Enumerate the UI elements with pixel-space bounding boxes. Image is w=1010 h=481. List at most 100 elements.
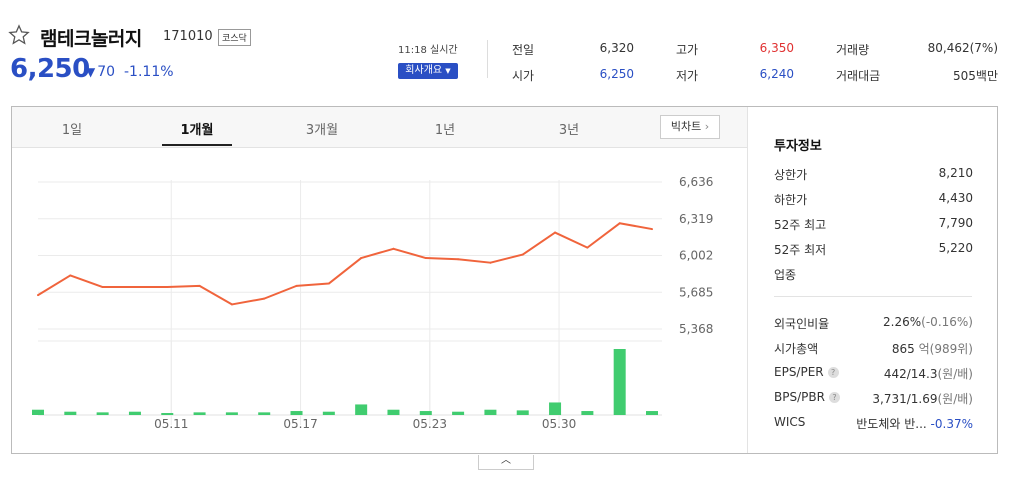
wics-change: -0.37%	[930, 417, 973, 431]
price-point	[198, 284, 201, 287]
amount-value: 505백만	[953, 69, 998, 83]
lower-limit-label: 하한가	[774, 193, 808, 207]
price-point	[586, 246, 589, 249]
x-tick-label: 05.11	[154, 417, 188, 431]
low52-label: 52주 최저	[774, 243, 827, 257]
foreign-ratio-change: (-0.16%)	[921, 315, 973, 329]
market-badge: 코스닥	[218, 29, 251, 46]
price-point	[618, 222, 621, 225]
bps-pbr-unit: (원/배)	[937, 392, 974, 406]
x-tick-label: 05.30	[542, 417, 576, 431]
price-point	[360, 257, 363, 260]
y-tick-label: 6,319	[679, 212, 713, 226]
eps-per: 442/14.3	[883, 367, 938, 381]
star-icon[interactable]	[8, 24, 30, 46]
price-change-pct: -1.11%	[124, 64, 174, 80]
foreign-ratio: 2.26%	[883, 315, 922, 329]
high52-label: 52주 최고	[774, 218, 827, 232]
info-divider	[774, 296, 972, 297]
high-label: 고가	[676, 43, 699, 57]
volume-bar	[64, 411, 77, 415]
tab-1year[interactable]: 1년	[434, 123, 456, 138]
panel-divider	[747, 107, 748, 453]
tab-3month[interactable]: 3개월	[305, 123, 339, 138]
price-point	[69, 274, 72, 277]
price-change: ▼ 70	[86, 64, 115, 80]
tab-3year[interactable]: 3년	[558, 123, 580, 138]
stock-header: 램테크놀러지 171010 코스닥 6,250 ▼ 70 -1.11% 11:18…	[0, 0, 1010, 100]
y-tick-label: 6,636	[679, 175, 713, 189]
big-chart-button[interactable]: 빅차트 ›	[660, 115, 720, 139]
foreign-ratio-label: 외국인비율	[774, 317, 830, 331]
volume-bar	[484, 409, 497, 415]
volume-value: 80,462(7%)	[927, 41, 998, 55]
volume-bar	[128, 411, 141, 415]
low-value: 6,240	[759, 67, 794, 81]
chevron-right-icon: ›	[704, 120, 710, 133]
eps-per-label: EPS/PER?	[774, 365, 839, 379]
wics-value: 반도체와 반... -0.37%	[856, 415, 973, 432]
company-overview-button[interactable]: 회사개요 ▼	[398, 63, 458, 79]
current-price: 6,250	[10, 54, 90, 84]
company-overview-label: 회사개요	[405, 65, 443, 76]
realtime-label: 11:18 실시간	[398, 45, 458, 56]
price-point	[133, 286, 136, 289]
bps-pbr-label: BPS/PBR?	[774, 390, 840, 404]
volume-bar	[161, 413, 174, 415]
tab-1month[interactable]: 1개월	[180, 123, 214, 138]
volume-bar	[646, 411, 658, 415]
volume-bar	[452, 411, 465, 415]
market-cap-label: 시가총액	[774, 342, 819, 356]
down-triangle-icon: ▼	[86, 65, 96, 79]
amount-label: 거래대금	[836, 69, 881, 83]
help-icon[interactable]: ?	[827, 367, 839, 378]
low52-value: 5,220	[938, 241, 973, 255]
period-tabs: 1일 1개월 3개월 1년 3년 빅차트 ›	[12, 107, 747, 148]
eps-per-value: 442/14.3(원/배)	[884, 365, 973, 382]
y-tick-label: 5,368	[679, 322, 713, 336]
wics-sector[interactable]: 반도체와 반...	[856, 417, 927, 431]
volume-bar	[613, 349, 626, 415]
prev-close-value: 6,320	[599, 41, 634, 55]
tab-1day[interactable]: 1일	[61, 123, 83, 138]
prev-close-label: 전일	[512, 43, 535, 57]
price-change-value: 70	[97, 64, 116, 80]
volume-bar	[193, 412, 206, 415]
wics-label: WICS	[774, 415, 806, 429]
x-tick-label: 05.17	[283, 417, 317, 431]
price-point	[230, 303, 233, 306]
upper-limit-label: 상한가	[774, 168, 808, 182]
price-point	[392, 247, 395, 250]
volume-bar	[516, 410, 529, 415]
help-icon[interactable]: ?	[828, 392, 840, 403]
price-point	[489, 261, 492, 264]
price-point	[295, 284, 298, 287]
active-tab-indicator	[162, 144, 232, 146]
price-point	[327, 282, 330, 285]
collapse-toggle[interactable]: ︿	[478, 455, 534, 470]
volume-bar	[581, 411, 594, 415]
lower-limit-value: 4,430	[938, 191, 973, 205]
price-point	[263, 297, 266, 300]
bps-pbr-value: 3,731/1.69(원/배)	[872, 390, 973, 407]
high-value: 6,350	[759, 41, 794, 55]
price-point	[37, 294, 39, 297]
chart-panel: 1일 1개월 3개월 1년 3년 빅차트 › 6,636 6,319 6,002 5,…	[11, 106, 998, 454]
market-cap-value: 865 억(989위)	[892, 340, 973, 357]
volume-bar	[387, 409, 400, 415]
volume-bar	[32, 409, 44, 415]
stock-name: 램테크놀러지	[40, 28, 142, 50]
upper-limit-value: 8,210	[938, 166, 973, 180]
stock-code: 171010	[163, 29, 213, 44]
price-point	[424, 257, 427, 260]
y-tick-label: 6,002	[679, 249, 713, 263]
low-label: 저가	[676, 69, 699, 83]
volume-bar	[290, 411, 303, 415]
price-point	[166, 286, 169, 289]
big-chart-label: 빅차트	[670, 120, 702, 133]
price-chart[interactable]: 6,636 6,319 6,002 5,685 5,368 05.11 05.17 05.23…	[12, 147, 746, 453]
volume-bar	[419, 411, 432, 415]
price-line	[37, 222, 653, 306]
volume-bar	[322, 411, 335, 415]
price-point	[554, 231, 557, 234]
